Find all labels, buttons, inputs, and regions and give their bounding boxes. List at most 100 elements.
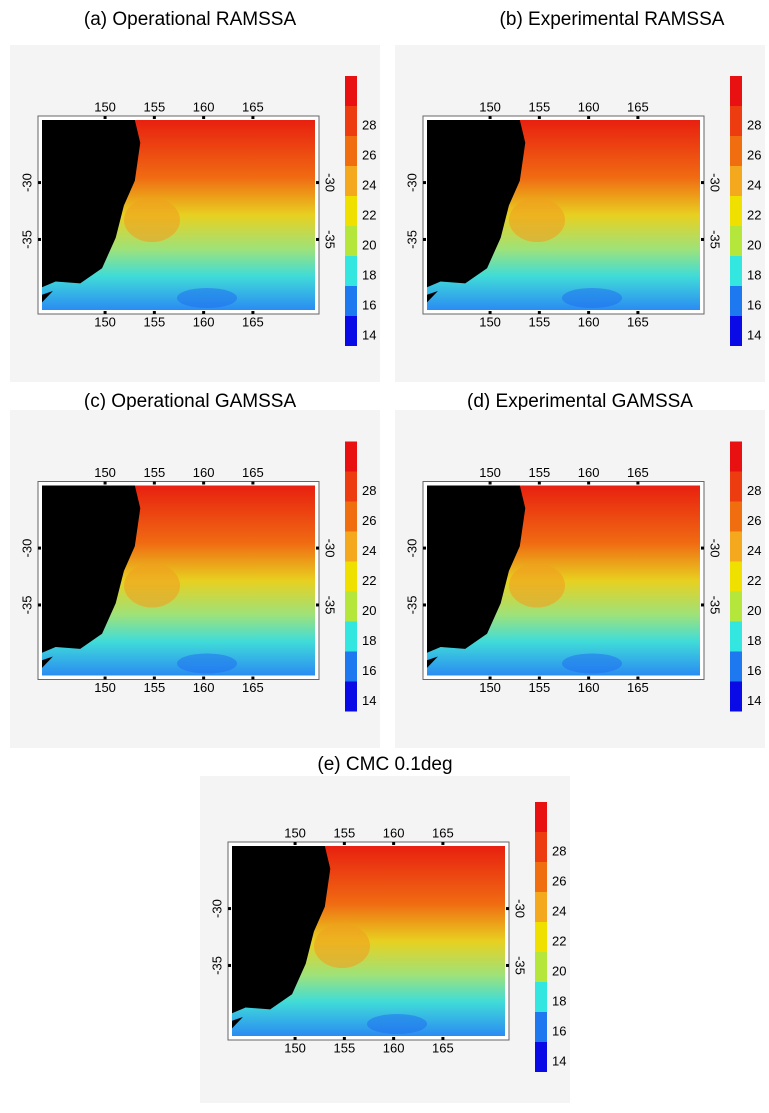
colorbar-segment [730,316,742,346]
panel-title: (b) Experimental RAMSSA [500,9,725,30]
colorbar-tick-label: 20 [747,237,761,252]
colorbar-tick-label: 14 [747,327,761,342]
colorbar-segment [730,106,742,136]
colorbar-segment [535,982,547,1012]
colorbar-tick-label: 14 [747,693,761,708]
x-tick-label-bottom: 160 [193,680,215,695]
colorbar-tick-label: 16 [552,1023,566,1038]
colorbar-tick-label: 22 [362,573,376,588]
x-tick-label-top: 160 [578,465,600,480]
panel-title: (c) Operational GAMSSA [84,391,297,412]
x-tick-label-top: 160 [193,99,215,114]
colorbar-tick-label: 22 [362,207,376,222]
land [232,846,331,1014]
y-tick-label-right: -30 [708,539,723,558]
x-tick-label-bottom: 160 [578,314,600,329]
x-tick-label-bottom: 150 [479,314,501,329]
x-tick-label-bottom: 155 [529,680,551,695]
y-tick-label-left: -30 [404,173,419,192]
colorbar-tick-label: 26 [362,147,376,162]
x-tick-label-top: 150 [479,99,501,114]
y-tick-label-right: -35 [708,596,723,615]
land [42,485,141,653]
x-tick-label-bottom: 150 [94,680,116,695]
colorbar-tick-label: 20 [552,963,566,978]
colorbar-tick-label: 24 [552,903,566,918]
colorbar-segment [535,862,547,892]
colorbar-segment [345,136,357,166]
x-tick-label-bottom: 160 [383,1040,405,1055]
panel: 150 150 155 155 160 160 165 165 -30 -30 -35 -35 14 16… [395,45,765,382]
colorbar-segment [730,531,742,562]
colorbar-segment [345,651,357,682]
colorbar-tick-label: 28 [747,483,761,498]
y-tick-label-right: -30 [708,173,723,192]
colorbar-segment [730,166,742,196]
x-tick-label-top: 155 [529,99,551,114]
warm-eddy [124,563,180,608]
colorbar-segment [345,501,357,532]
colorbar-segment [535,832,547,862]
cool-patch [367,1014,427,1034]
colorbar-segment [345,471,357,502]
y-tick-label-right: -35 [323,596,338,615]
warm-eddy [509,198,565,242]
colorbar-segment [345,441,357,472]
colorbar-tick-label: 16 [747,663,761,678]
colorbar-tick-label: 26 [747,147,761,162]
x-tick-label-bottom: 155 [529,314,551,329]
x-tick-label-top: 150 [94,465,116,480]
colorbar-segment [730,501,742,532]
y-tick-label-right: -30 [323,539,338,558]
x-tick-label-bottom: 165 [242,314,264,329]
y-tick-label-left: -35 [404,596,419,615]
warm-eddy [124,198,180,242]
warm-eddy [509,563,565,608]
colorbar-tick-label: 18 [747,633,761,648]
y-tick-label-left: -30 [404,539,419,558]
colorbar-tick-label: 24 [747,177,761,192]
x-tick-label-bottom: 155 [144,314,166,329]
colorbar-segment [345,681,357,712]
colorbar-segment [535,892,547,922]
cool-patch [562,653,622,674]
colorbar-segment [730,196,742,226]
x-tick-label-top: 155 [144,99,166,114]
colorbar-tick-label: 24 [747,543,761,558]
y-tick-label-left: -35 [19,596,34,615]
colorbar-tick-label: 18 [747,267,761,282]
y-tick-label-left: -30 [19,173,34,192]
cool-patch [177,288,237,308]
colorbar-tick-label: 28 [362,483,376,498]
x-tick-label-bottom: 160 [578,680,600,695]
y-tick-label-right: -35 [323,230,338,249]
x-tick-label-bottom: 155 [144,680,166,695]
colorbar-segment [730,441,742,472]
colorbar-segment [535,922,547,952]
x-tick-label-top: 165 [242,99,264,114]
panel-title: (d) Experimental GAMSSA [467,391,693,412]
y-tick-label-left: -35 [19,230,34,249]
panel: 150 150 155 155 160 160 165 165 -30 -30 -35 -35 14 16… [10,410,380,748]
colorbar-segment [730,76,742,106]
colorbar-segment [345,621,357,652]
y-tick-label-right: -35 [513,956,528,975]
colorbar-tick-label: 26 [362,513,376,528]
colorbar-tick-label: 20 [362,237,376,252]
x-tick-label-top: 165 [242,465,264,480]
y-tick-label-right: -35 [708,230,723,249]
cool-patch [177,653,237,674]
x-tick-label-top: 155 [529,465,551,480]
colorbar-segment [345,106,357,136]
colorbar-tick-label: 20 [362,603,376,618]
x-tick-label-bottom: 150 [94,314,116,329]
colorbar-tick-label: 22 [552,933,566,948]
x-tick-label-top: 160 [383,825,405,840]
land [427,120,526,288]
colorbar-segment [345,561,357,592]
colorbar-segment [730,561,742,592]
panel: 150 150 155 155 160 160 165 165 -30 -30 -35 -35 14 16… [395,410,765,748]
colorbar-segment [345,286,357,316]
x-tick-label-top: 165 [627,465,649,480]
